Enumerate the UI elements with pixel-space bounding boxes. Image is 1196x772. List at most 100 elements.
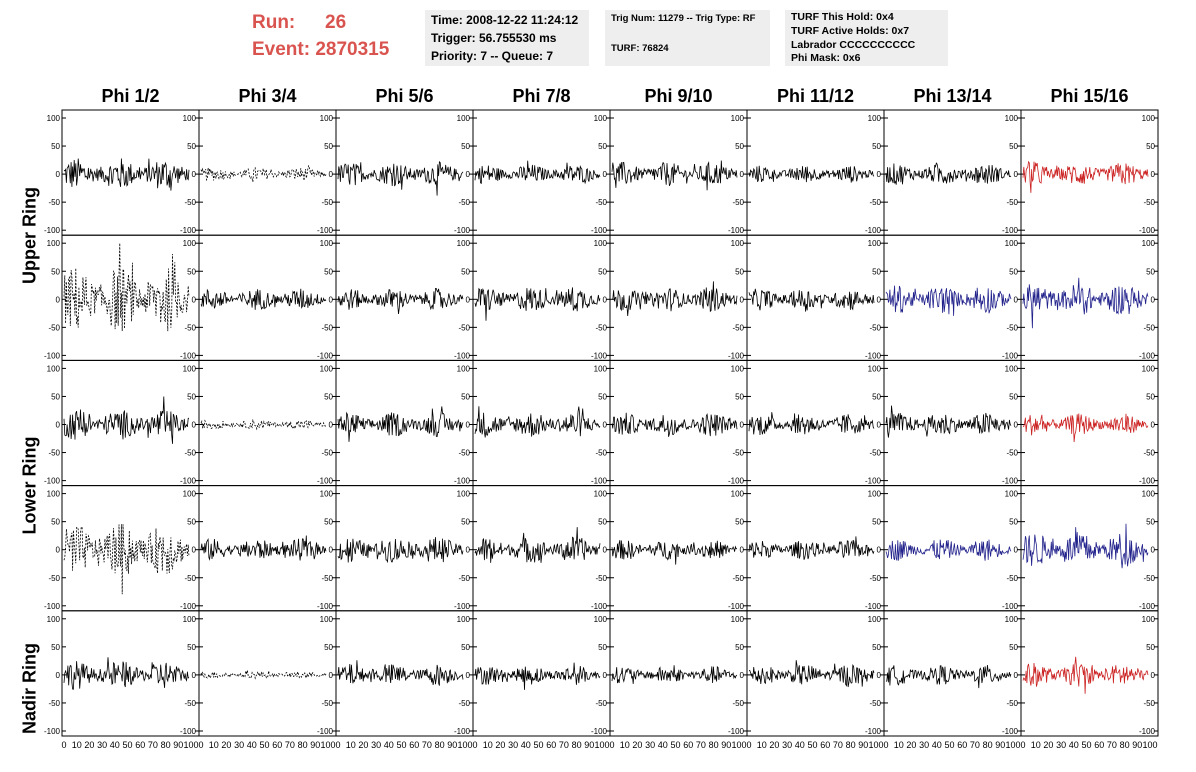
x-tick-label: 50	[807, 740, 817, 750]
y-tick-label-right: -100	[728, 602, 745, 611]
x-tick-label: 70	[422, 740, 432, 750]
y-tick-label-right: -100	[180, 477, 197, 486]
x-tick-label: 40	[658, 740, 668, 750]
waveform-panel-r5-c4: 100 50 0 -50 -100	[472, 610, 611, 737]
turf-info-box: TURF This Hold: 0x4 TURF Active Holds: 0…	[785, 10, 948, 66]
y-tick-label-right: -50	[595, 574, 607, 583]
y-tick-label-right: 50	[598, 518, 607, 527]
y-tick-label-left: 50	[51, 643, 60, 652]
x-tick-label: 90	[1132, 740, 1142, 750]
x-tick-label: 60	[957, 740, 967, 750]
col-header-phi-15-16: Phi 15/16	[1050, 86, 1129, 106]
y-tick-label-right: 50	[1009, 643, 1018, 652]
waveform-trace	[200, 670, 327, 680]
waveform-panel-r1-c8: 100 50 0 -50 -100	[1020, 109, 1159, 236]
y-tick-label-right: -100	[728, 226, 745, 235]
y-tick-label-right: -50	[321, 699, 333, 708]
y-tick-label-right: 100	[868, 239, 882, 248]
y-tick-label-right: -50	[184, 198, 196, 207]
y-tick-label-right: -50	[458, 323, 470, 332]
y-tick-label-right: -100	[728, 477, 745, 486]
x-tick-label: 10	[346, 740, 356, 750]
y-tick-label-right: 0	[1014, 295, 1019, 304]
y-tick-label-right: 100	[320, 239, 334, 248]
y-tick-label-left: -100	[44, 351, 61, 360]
waveform-panel-r5-c5: 100 50 0 -50 -100	[609, 610, 748, 737]
y-tick-label-left: 0	[56, 170, 61, 179]
x-tick-label: 10	[894, 740, 904, 750]
x-tick-label: 10	[483, 740, 493, 750]
waveform-panel-r5-c8: 100 50 0 -50 -100	[1020, 610, 1159, 737]
x-tick-label: 10	[1031, 740, 1041, 750]
y-tick-label-right: 100	[868, 615, 882, 624]
y-tick-label-right: -50	[595, 699, 607, 708]
x-tick-label: 40	[795, 740, 805, 750]
time-text: Time: 2008-12-22 11:24:12	[431, 13, 579, 27]
y-tick-label-right: 50	[461, 518, 470, 527]
y-tick-label-right: -100	[865, 226, 882, 235]
x-tick-label: 50	[122, 740, 132, 750]
y-tick-label-right: -100	[317, 602, 334, 611]
y-tick-label-right: -50	[1006, 323, 1018, 332]
y-tick-label-right: -100	[865, 351, 882, 360]
y-tick-label-right: 100	[594, 114, 608, 123]
y-tick-label-right: -100	[317, 477, 334, 486]
y-tick-label-right: 0	[1151, 671, 1156, 680]
x-tick-label: 100	[320, 740, 335, 750]
waveform-panel-r3-c5: 100 50 0 -50 -100	[609, 359, 748, 487]
y-tick-label-right: -50	[184, 699, 196, 708]
waveform-panel-r2-c6: 100 50 0 -50 -100	[746, 234, 885, 361]
y-tick-label-right: -50	[595, 449, 607, 458]
y-tick-label-right: -100	[591, 477, 608, 486]
x-tick-label: 30	[782, 740, 792, 750]
x-tick-label: 100	[731, 740, 746, 750]
y-tick-label-right: -50	[321, 449, 333, 458]
waveform-panel-r2-c4: 100 50 0 -50 -100	[472, 234, 611, 361]
y-tick-label-right: -50	[1143, 574, 1155, 583]
waveform-trace	[611, 160, 738, 191]
waveform-trace	[474, 160, 601, 185]
x-tick-label: 30	[508, 740, 518, 750]
y-tick-label-right: 50	[1009, 142, 1018, 151]
y-tick-label-right: 0	[1014, 671, 1019, 680]
y-tick-label-right: 100	[183, 364, 197, 373]
x-tick-label: 90	[447, 740, 457, 750]
x-tick-label: 10	[620, 740, 630, 750]
waveform-trace	[337, 660, 464, 686]
y-tick-label-right: -50	[869, 449, 881, 458]
y-tick-label-right: 0	[466, 671, 471, 680]
col-header-phi-5-6: Phi 5/6	[375, 86, 434, 106]
x-tick-label: 60	[409, 740, 419, 750]
y-tick-label-right: 50	[1146, 518, 1155, 527]
y-tick-label-right: 50	[187, 518, 196, 527]
x-tick-label: 0	[198, 740, 203, 750]
waveform-panel-r2-c8: 100 50 0 -50 -100	[1020, 234, 1159, 361]
y-tick-label-right: 0	[329, 671, 334, 680]
y-tick-label-right: -50	[1006, 198, 1018, 207]
y-tick-label-right: 100	[731, 114, 745, 123]
x-tick-label: 40	[110, 740, 120, 750]
y-tick-label-left: 50	[51, 142, 60, 151]
y-tick-label-right: -100	[454, 226, 471, 235]
x-tick-label: 30	[645, 740, 655, 750]
waveform-trace	[337, 287, 464, 315]
y-tick-label-right: -50	[732, 699, 744, 708]
y-tick-label-left: -50	[48, 449, 60, 458]
y-tick-label-right: 100	[457, 114, 471, 123]
x-tick-label: 10	[209, 740, 219, 750]
y-tick-label-right: 0	[740, 671, 745, 680]
waveform-panel-r4-c4: 100 50 0 -50 -100	[472, 485, 611, 612]
y-tick-label-right: 100	[1005, 490, 1019, 499]
x-tick-label: 40	[932, 740, 942, 750]
y-tick-label-left: -50	[48, 323, 60, 332]
x-tick-label: 60	[546, 740, 556, 750]
y-tick-label-right: 0	[466, 170, 471, 179]
y-tick-label-right: -100	[728, 727, 745, 736]
col-header-phi-9-10: Phi 9/10	[644, 86, 713, 106]
y-tick-label-right: -50	[595, 198, 607, 207]
x-tick-label: 80	[161, 740, 171, 750]
waveform-trace	[200, 288, 327, 310]
waveform-panel-r2-c2: 100 50 0 -50 -100	[198, 234, 337, 361]
x-tick-label: 40	[521, 740, 531, 750]
y-tick-label-right: 50	[1009, 267, 1018, 276]
